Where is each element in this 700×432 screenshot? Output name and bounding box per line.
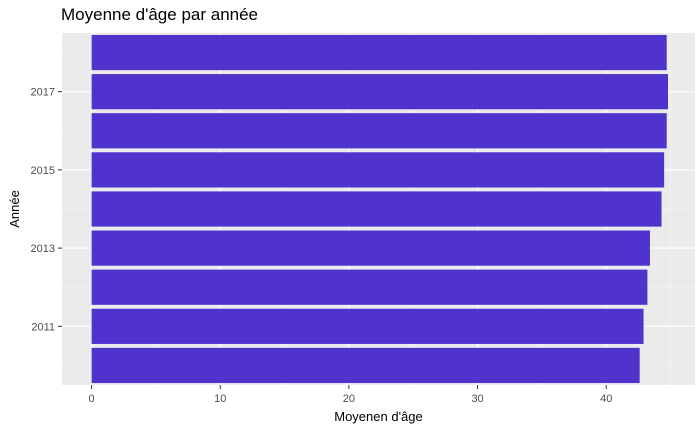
bar-2018 bbox=[91, 34, 667, 71]
y-tick-label: 2015 bbox=[31, 165, 55, 177]
x-tick-label: 40 bbox=[600, 393, 612, 405]
bar-2015 bbox=[91, 152, 665, 188]
bar-2010 bbox=[91, 347, 640, 384]
x-axis-ticks: 0 10 20 30 40 bbox=[89, 385, 612, 405]
y-tick-label: 2017 bbox=[31, 87, 55, 99]
y-axis-ticks: 2011 2013 2015 2017 bbox=[31, 87, 62, 333]
bar-2011 bbox=[91, 308, 644, 344]
y-tick-label: 2011 bbox=[31, 321, 55, 333]
x-axis-title: Moyenen d'âge bbox=[334, 409, 423, 424]
bar-2013 bbox=[91, 230, 650, 266]
bars bbox=[91, 34, 668, 384]
y-tick-label: 2013 bbox=[31, 243, 55, 255]
x-tick-label: 0 bbox=[89, 393, 95, 405]
y-axis-title: Année bbox=[7, 190, 22, 228]
x-tick-label: 10 bbox=[214, 393, 226, 405]
x-tick-label: 30 bbox=[471, 393, 483, 405]
bar-2017 bbox=[91, 74, 668, 110]
x-tick-label: 20 bbox=[343, 393, 355, 405]
bar-2014 bbox=[91, 191, 662, 227]
chart-title: Moyenne d'âge par année bbox=[61, 5, 259, 24]
bar-2012 bbox=[91, 269, 648, 305]
bar-2016 bbox=[91, 113, 667, 149]
